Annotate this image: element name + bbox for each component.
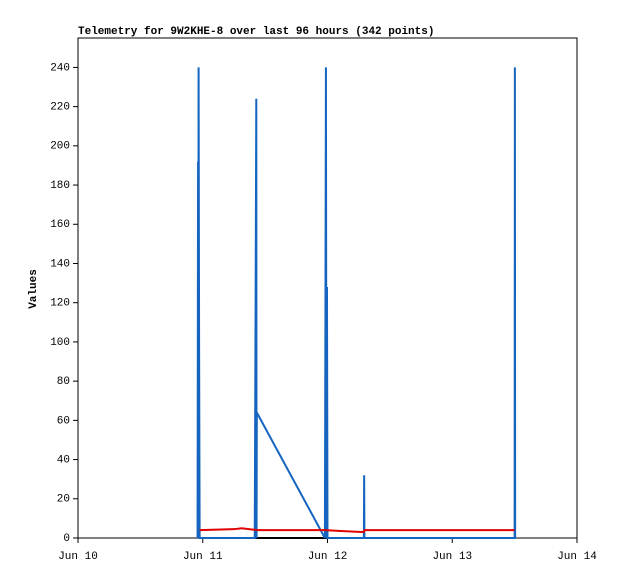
y-tick-label: 0 (63, 533, 70, 545)
y-tick-label: 220 (50, 102, 70, 114)
series-line (199, 527, 515, 534)
x-tick-label: Jun 10 (58, 551, 98, 563)
y-tick-label: 80 (57, 376, 70, 388)
chart-title: Telemetry for 9W2KHE-8 over last 96 hour… (78, 26, 434, 38)
y-tick-label: 40 (57, 454, 70, 466)
y-tick-label: 140 (50, 258, 70, 270)
x-tick-label: Jun 13 (432, 551, 472, 563)
y-tick-label: 60 (57, 415, 70, 427)
y-axis-label: Values (28, 269, 40, 309)
y-tick-label: 200 (50, 141, 70, 153)
y-tick-label: 120 (50, 298, 70, 310)
y-tick-label: 100 (50, 337, 70, 349)
x-tick-label: Jun 12 (308, 551, 348, 563)
y-tick-label: 20 (57, 494, 70, 506)
series-line (196, 67, 517, 539)
x-tick-label: Jun 14 (557, 551, 597, 563)
x-tick-label: Jun 11 (183, 551, 223, 563)
y-tick-label: 160 (50, 219, 70, 231)
y-tick-label: 180 (50, 180, 70, 192)
y-tick-label: 240 (50, 62, 70, 74)
